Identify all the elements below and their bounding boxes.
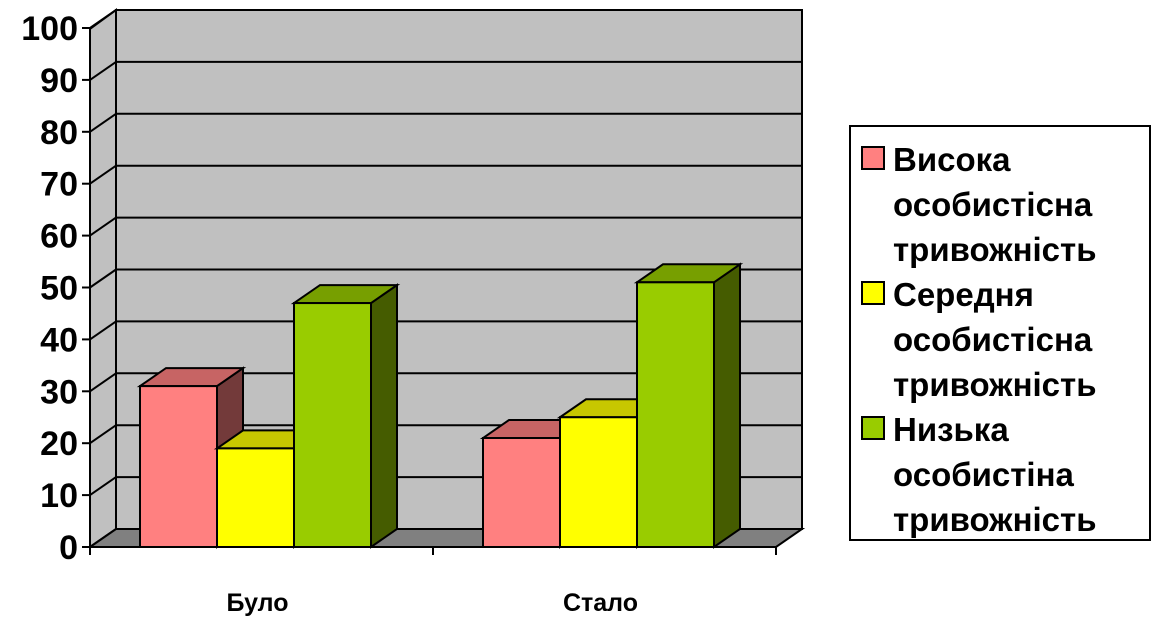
gridline-side (89, 268, 117, 289)
y-tick-label: 30 (40, 373, 78, 411)
bar-front (636, 281, 715, 548)
gridline-side (89, 372, 117, 393)
gridline-side (89, 112, 117, 133)
bar (290, 283, 401, 549)
legend-line: тривожність (893, 231, 1097, 268)
legend-line: тривожність (893, 501, 1097, 538)
y-tick-label: 60 (40, 218, 78, 256)
gridline-side (89, 164, 117, 185)
bar-front (482, 437, 561, 549)
bar (633, 262, 744, 549)
y-tick-label: 40 (40, 321, 78, 359)
legend-swatch-medium (861, 281, 885, 305)
bar-side (370, 283, 398, 549)
bar-front (293, 302, 372, 548)
y-tick-label: 80 (40, 114, 78, 152)
bar-front (216, 447, 295, 549)
bar-front (139, 385, 218, 548)
x-axis: Було Стало (89, 546, 777, 617)
legend-swatch-low (861, 416, 885, 440)
y-tick-label: 10 (40, 477, 78, 515)
legend-swatch-high (861, 146, 885, 170)
legend-line: Середня (893, 276, 1034, 313)
legend-line: особистісна (893, 186, 1093, 223)
legend-label-low: Низька особистіна тривожність (893, 407, 1096, 542)
gridline-side (89, 476, 117, 496)
legend-line: Висока (893, 141, 1011, 178)
legend-line: тривожність (893, 366, 1097, 403)
legend-label-high: Висока особистісна тривожність (893, 137, 1096, 272)
x-category-label: Було (226, 589, 288, 617)
bar-side (713, 262, 741, 549)
gridline-side (89, 9, 117, 29)
y-tick-label: 50 (40, 270, 78, 308)
gridline-side (89, 216, 117, 237)
y-tick-label: 0 (59, 529, 78, 567)
gridline-side (89, 424, 117, 445)
y-tick-label: 100 (21, 10, 78, 48)
y-axis: 0 10 20 30 40 50 60 70 80 90 100 (21, 10, 91, 567)
legend-item-medium: Середня особистісна тривожність (861, 272, 1096, 407)
y-tick-label: 90 (40, 62, 78, 100)
legend-line: особистіна (893, 456, 1074, 493)
y-tick-label: 20 (40, 425, 78, 463)
legend-line: Низька (893, 411, 1009, 448)
legend-item-high: Висока особистісна тривожність (861, 137, 1096, 272)
legend-item-low: Низька особистіна тривожність (861, 407, 1096, 542)
bars (136, 262, 744, 549)
x-category-label: Стало (563, 589, 638, 617)
legend: Висока особистісна тривожність Середня о… (849, 125, 1151, 541)
legend-line: особистісна (893, 321, 1093, 358)
gridline-side (89, 320, 117, 341)
bar-front (559, 416, 638, 548)
legend-label-medium: Середня особистісна тривожність (893, 272, 1096, 407)
plot-area: 0 10 20 30 40 50 60 70 80 90 100 Було Стало (21, 8, 806, 617)
gridline-side (89, 61, 117, 81)
y-tick-label: 70 (40, 166, 78, 204)
